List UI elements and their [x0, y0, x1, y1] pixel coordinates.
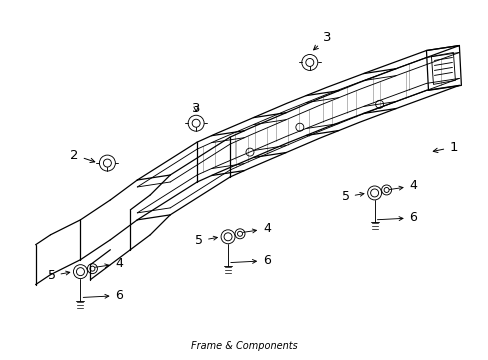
Text: 6: 6 [83, 289, 123, 302]
Text: 5: 5 [341, 190, 363, 203]
Text: 6: 6 [377, 211, 417, 224]
Text: 4: 4 [242, 222, 270, 235]
Text: 1: 1 [432, 141, 457, 154]
Text: 6: 6 [230, 254, 270, 267]
Text: 4: 4 [388, 180, 417, 193]
Text: Frame & Components: Frame & Components [190, 341, 297, 351]
Text: 5: 5 [47, 269, 70, 282]
Text: 4: 4 [95, 257, 123, 270]
Text: 5: 5 [195, 234, 217, 247]
Text: 3: 3 [313, 31, 330, 50]
Text: 3: 3 [191, 102, 200, 115]
Text: 2: 2 [70, 149, 95, 163]
